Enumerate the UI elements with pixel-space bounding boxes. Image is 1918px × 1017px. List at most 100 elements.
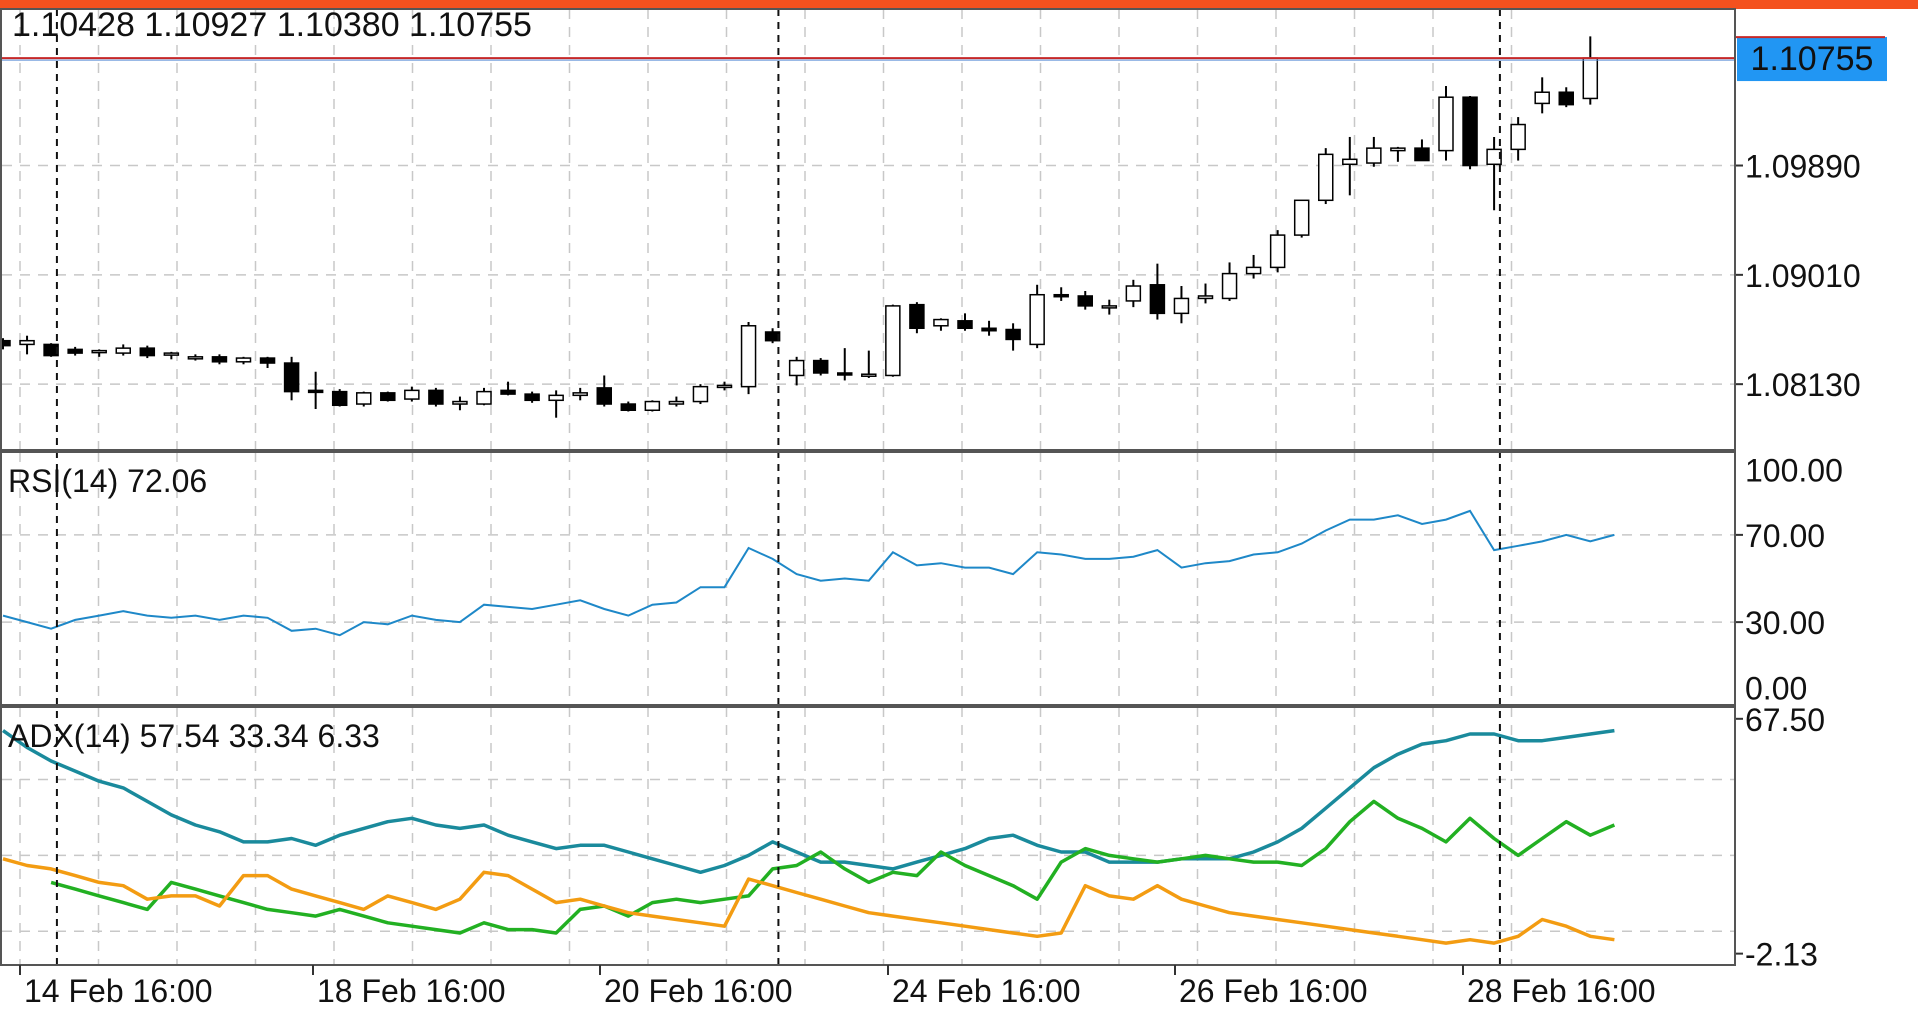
candle-body xyxy=(19,339,35,346)
candle xyxy=(788,356,805,386)
candle xyxy=(259,356,276,369)
candle xyxy=(885,304,901,377)
candle-body xyxy=(211,356,228,363)
candle-body xyxy=(307,389,324,394)
adx-panel[interactable]: 67.50 -2.13 ADX(14) 57.54 33.34 6.33 xyxy=(1,702,1825,973)
candle-body xyxy=(1221,272,1238,300)
candle xyxy=(1077,290,1093,310)
candle-body xyxy=(356,392,372,405)
candle xyxy=(476,387,492,406)
candle xyxy=(307,371,324,410)
time-tick-label: 20 Feb 16:00 xyxy=(604,973,793,1009)
candle xyxy=(404,386,420,402)
panel-frame xyxy=(0,706,1736,966)
price-panel[interactable]: 1.09890 1.09010 1.08130 1.10755 1.10428 1.… xyxy=(0,6,1887,450)
candle-body xyxy=(764,331,781,342)
rsi-tick-label: 70.00 xyxy=(1745,518,1825,554)
candle-body xyxy=(283,362,300,393)
adx-title: ADX(14) 57.54 33.34 6.33 xyxy=(8,718,380,754)
candle xyxy=(861,350,877,378)
candle xyxy=(1125,279,1142,308)
candle xyxy=(740,322,757,395)
price-grid xyxy=(2,9,1735,450)
candle xyxy=(1414,139,1430,162)
candle-body xyxy=(572,392,588,397)
candle xyxy=(596,375,612,407)
candle-body xyxy=(933,318,949,327)
candle-body xyxy=(452,400,468,405)
candle xyxy=(0,338,11,350)
price-tick-label: 1.09890 xyxy=(1745,149,1861,185)
candle xyxy=(1029,284,1045,349)
candle xyxy=(524,391,540,403)
candle xyxy=(933,318,949,331)
candle-body xyxy=(1510,123,1526,151)
candle-body xyxy=(91,349,107,354)
candle-body xyxy=(476,390,492,405)
candle-body xyxy=(187,356,204,360)
candle xyxy=(43,343,59,357)
rsi-axis: 100.00 70.00 30.00 0.00 xyxy=(1735,452,1843,707)
candle-body xyxy=(259,357,276,364)
candle-body xyxy=(1125,285,1142,302)
candle xyxy=(452,396,468,411)
candle-body xyxy=(740,325,757,388)
candle-body xyxy=(644,400,661,411)
candle xyxy=(356,391,372,407)
candle-body xyxy=(524,393,540,402)
candle-body xyxy=(1269,234,1286,269)
candle xyxy=(716,381,733,391)
candle xyxy=(1149,263,1166,320)
candle-body xyxy=(1029,293,1045,346)
candle xyxy=(1053,287,1069,301)
candle xyxy=(668,396,685,407)
candle xyxy=(909,302,925,334)
candle-body xyxy=(1582,57,1599,100)
candle xyxy=(837,348,853,381)
candle-body xyxy=(981,327,997,332)
rsi-tick-label: 30.00 xyxy=(1745,605,1825,641)
time-tick-label: 18 Feb 16:00 xyxy=(317,973,506,1009)
candle-body xyxy=(1149,284,1166,315)
candle-body xyxy=(1077,295,1093,307)
price-tick-label: 1.08130 xyxy=(1745,367,1861,403)
candle xyxy=(692,384,709,405)
time-tick-label: 28 Feb 16:00 xyxy=(1467,973,1656,1009)
price-tick-label: 1.09010 xyxy=(1745,258,1861,294)
candle xyxy=(1173,286,1190,324)
candle-body xyxy=(837,372,853,376)
candle-body xyxy=(1173,297,1190,315)
candle xyxy=(812,358,829,376)
candle xyxy=(19,335,35,355)
candle xyxy=(764,328,781,344)
time-tick-label: 26 Feb 16:00 xyxy=(1179,973,1368,1009)
rsi-grid xyxy=(2,452,1735,705)
candle-body xyxy=(235,357,252,363)
candle xyxy=(1390,146,1406,162)
candle-body xyxy=(163,352,180,356)
candle-body xyxy=(957,320,973,330)
candle-body xyxy=(0,339,11,347)
candle-body xyxy=(115,347,131,354)
adx-series-line-2 xyxy=(2,857,1615,945)
candle xyxy=(235,356,252,365)
candle xyxy=(331,389,348,407)
candle xyxy=(163,351,180,360)
candle xyxy=(283,356,300,401)
candle-body xyxy=(1245,266,1262,275)
candle xyxy=(187,354,204,361)
rsi-panel[interactable]: 100.00 70.00 30.00 0.00 RSI(14) 72.06 xyxy=(2,452,1843,707)
candle xyxy=(957,313,973,331)
candle-body xyxy=(548,394,564,402)
price-axis: 1.09890 1.09010 1.08130 xyxy=(1735,149,1861,403)
candle-body xyxy=(1053,293,1069,298)
panel-frame xyxy=(0,8,1736,451)
candle xyxy=(1005,323,1021,351)
candle xyxy=(1342,136,1358,196)
candle-body xyxy=(1390,147,1406,152)
candle xyxy=(1438,86,1454,161)
candle xyxy=(1293,199,1310,238)
candle-body xyxy=(1005,328,1021,341)
candle xyxy=(1462,95,1478,170)
